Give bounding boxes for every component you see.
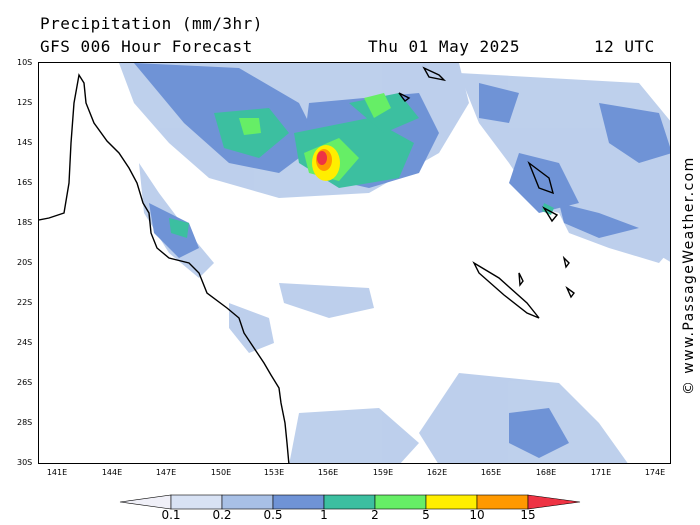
colorbar-arrow-right [527, 494, 581, 510]
lon-label: 153E [263, 468, 285, 477]
lon-label: 165E [480, 468, 502, 477]
lat-label: 18S [17, 218, 33, 227]
colorbar-label: 1 [320, 508, 328, 522]
colorbar-label: 0.1 [161, 508, 181, 522]
colorbar-segment [374, 494, 427, 510]
lon-label: 141E [46, 468, 68, 477]
colorbar-label: 0.2 [212, 508, 232, 522]
coastlines [39, 66, 575, 463]
lat-label: 20S [17, 258, 33, 267]
colorbar-label: 0.5 [263, 508, 283, 522]
lat-label: 30S [17, 458, 33, 467]
colorbar-label: 5 [422, 508, 430, 522]
lat-label: 12S [17, 98, 33, 107]
lon-label: 144E [101, 468, 123, 477]
chart-title: Precipitation (mm/3hr) [40, 14, 263, 33]
colorbar-label: 2 [371, 508, 379, 522]
lat-label: 10S [17, 58, 33, 67]
lat-label: 28S [17, 418, 33, 427]
colorbar-label: 15 [520, 508, 536, 522]
lat-label: 26S [17, 378, 33, 387]
forecast-date: Thu 01 May 2025 [368, 37, 520, 56]
precipitation-map[interactable] [38, 62, 671, 464]
forecast-subtitle: GFS 006 Hour Forecast [40, 37, 253, 56]
precip-peak [312, 145, 340, 181]
colorbar-segment [425, 494, 478, 510]
colorbar-segment [272, 494, 325, 510]
lon-label: 159E [372, 468, 394, 477]
lon-label: 168E [535, 468, 557, 477]
lon-label: 147E [155, 468, 177, 477]
lon-label: 150E [210, 468, 232, 477]
credit-text: © www.PassageWeather.com [681, 156, 697, 395]
lat-label: 22S [17, 298, 33, 307]
colorbar-segment [170, 494, 223, 510]
colorbar-segment [323, 494, 376, 510]
lon-label: 156E [317, 468, 339, 477]
colorbar-segment [221, 494, 274, 510]
colorbar-label: 10 [469, 508, 485, 522]
lon-label: 162E [426, 468, 448, 477]
colorbar-segment [476, 494, 529, 510]
lat-label: 14S [17, 138, 33, 147]
lat-label: 16S [17, 178, 33, 187]
map-canvas [39, 63, 670, 463]
lon-label: 171E [590, 468, 612, 477]
forecast-time: 12 UTC [594, 37, 655, 56]
lon-label: 174E [644, 468, 666, 477]
lat-label: 24S [17, 338, 33, 347]
colorbar-arrow-left [119, 494, 172, 510]
